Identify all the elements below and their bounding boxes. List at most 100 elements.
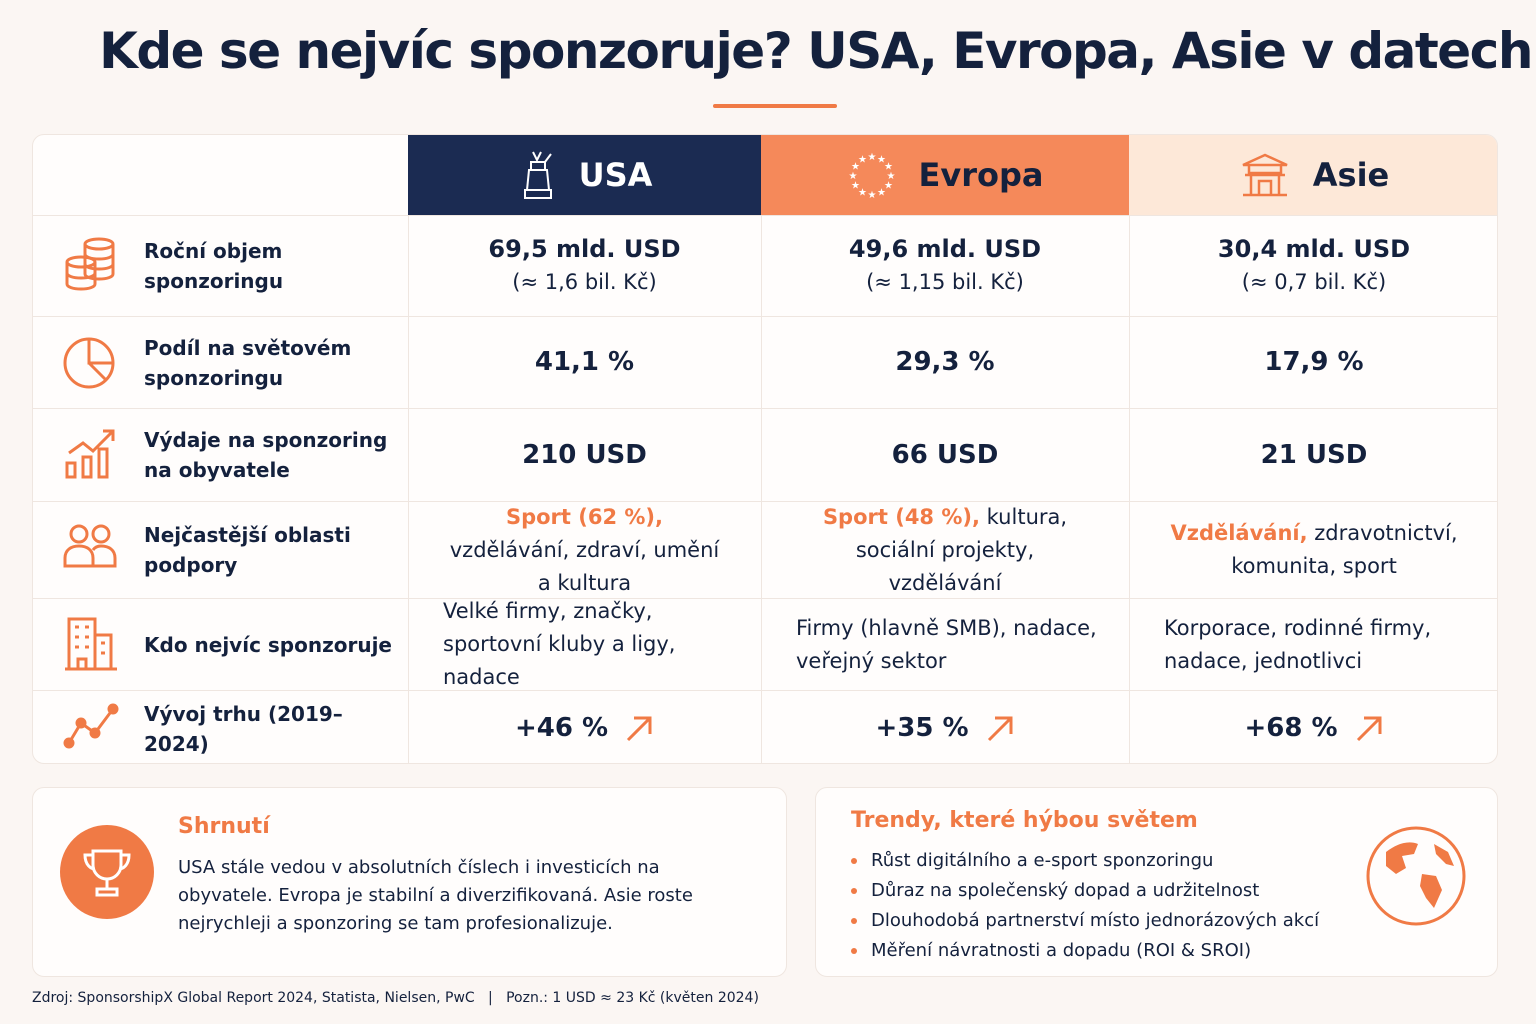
trend: +46 % xyxy=(515,712,654,745)
cell-note: (≈ 1,6 bil. Kč) xyxy=(512,270,657,294)
row-icon xyxy=(61,331,121,395)
trend-arrow xyxy=(1354,714,1384,744)
cell-note: (≈ 1,15 bil. Kč) xyxy=(866,270,1024,294)
table-cell: 210 USD xyxy=(408,409,761,501)
table-cell: Vzdělávání, zdravotnictví, komunita, spo… xyxy=(1129,502,1497,598)
cell-value: 66 USD xyxy=(891,439,999,470)
column-header: USA xyxy=(408,135,761,215)
divider xyxy=(761,502,762,598)
table-row: Roční objem sponzoringu 69,5 mld. USD (≈ 1… xyxy=(33,215,1497,316)
cell-rest: zdravotnictví, komunita, sport xyxy=(1231,521,1458,578)
svg-text:★: ★ xyxy=(886,171,895,182)
region-icon xyxy=(517,148,557,202)
page-title: Kde se nejvíc sponzoruje? USA, Evropa, A… xyxy=(99,22,1533,80)
row-label: Výdaje na sponzoring na obyvatele xyxy=(144,428,388,482)
divider xyxy=(761,599,762,690)
cell-text: Sport (62 %), vzdělávání, zdraví, umění … xyxy=(448,501,721,600)
divider xyxy=(408,502,409,598)
trends-card: Trendy, které hýbou světem Růst digitáln… xyxy=(815,787,1498,977)
divider xyxy=(1129,317,1130,408)
summary-card: Shrnutí USA stále vedou v absolutních čí… xyxy=(32,787,787,977)
table-cell: Sport (62 %), vzdělávání, zdraví, umění … xyxy=(408,502,761,598)
trend-value: +68 % xyxy=(1244,713,1338,743)
comparison-table: USA ★ ★ ★ ★ ★ ★ ★ ★ ★ ★ ★ ★ Evropa Asie Roční objem spo… xyxy=(32,134,1498,764)
row-icon xyxy=(61,518,121,582)
divider xyxy=(408,691,409,763)
svg-text:★: ★ xyxy=(851,162,860,173)
bullet xyxy=(851,948,857,954)
table-cell: 17,9 % xyxy=(1129,317,1497,408)
table-cell: 21 USD xyxy=(1129,409,1497,501)
table-cell: Firmy (hlavně SMB), nadace, veřejný sekt… xyxy=(761,599,1129,690)
cell-value: 17,9 % xyxy=(1264,347,1364,377)
table-cell: +68 % xyxy=(1129,691,1497,763)
table-cell: +46 % xyxy=(408,691,761,763)
row-label: Roční objem sponzoringu xyxy=(144,239,284,293)
divider xyxy=(761,409,762,501)
svg-text:★: ★ xyxy=(883,162,892,173)
divider xyxy=(1129,502,1130,598)
table-cell: Korporace, rodinné firmy, nadace, jednot… xyxy=(1129,599,1497,690)
svg-text:★: ★ xyxy=(877,187,886,198)
highlight: Vzdělávání, xyxy=(1170,521,1308,545)
table-row: Podíl na světovém sponzoringu 41,1 % 29,3 … xyxy=(33,316,1497,408)
row-icon xyxy=(61,234,121,298)
svg-text:★: ★ xyxy=(877,155,886,166)
cell-text: Sport (48 %), kultura, sociální projekty… xyxy=(801,501,1089,600)
table-cell: 66 USD xyxy=(761,409,1129,501)
divider xyxy=(408,216,409,316)
trend-text: Dlouhodobá partnerství místo jednorázový… xyxy=(871,910,1320,931)
row-label: Nejčastější oblasti podpory xyxy=(144,523,351,577)
cell-value: 210 USD xyxy=(522,439,647,470)
title-underline xyxy=(713,104,837,108)
row-icon xyxy=(61,613,121,677)
trend-item: Růst digitálního a e-sport sponzoringu xyxy=(851,846,1319,876)
cell-value: 30,4 mld. USD xyxy=(1217,235,1411,263)
cell-text: Korporace, rodinné firmy, nadace, jednot… xyxy=(1164,615,1432,673)
row-icon xyxy=(61,697,121,761)
trend-arrow xyxy=(624,714,654,744)
table-cell: +35 % xyxy=(761,691,1129,763)
summary-text: USA stále vedou v absolutních číslech i … xyxy=(178,857,693,934)
divider xyxy=(408,599,409,690)
cell-text: Velké firmy, značky, sportovní kluby a l… xyxy=(443,599,676,689)
cell-value: 69,5 mld. USD xyxy=(488,235,681,263)
divider xyxy=(408,317,409,408)
highlight: Sport (48 %), xyxy=(822,504,980,529)
cell-value: 21 USD xyxy=(1260,439,1368,470)
trend: +68 % xyxy=(1244,712,1383,745)
region-icon: ★ ★ ★ ★ ★ ★ ★ ★ ★ ★ ★ ★ xyxy=(847,150,897,200)
trend-text: Měření návratnosti a dopadu (ROI & SROI) xyxy=(871,940,1252,961)
table-cell: 29,3 % xyxy=(761,317,1129,408)
region-icon xyxy=(1239,151,1291,199)
svg-text:★: ★ xyxy=(858,187,867,198)
highlight: Sport (62 %), xyxy=(505,504,664,529)
globe-icon xyxy=(1366,826,1466,926)
table-row: Vývoj trhu (2019–2024) +46 % +35 % +68 % xyxy=(33,690,1497,763)
trend-item: Důraz na společenský dopad a udržitelnos… xyxy=(851,876,1319,906)
cell-value: 41,1 % xyxy=(534,347,635,377)
trophy-icon xyxy=(60,825,154,919)
divider xyxy=(761,691,762,763)
divider xyxy=(1129,691,1130,763)
row-label: Podíl na světovém sponzoringu xyxy=(144,335,352,390)
trends-title: Trendy, které hýbou světem xyxy=(851,808,1198,833)
cell-text: Vzdělávání, zdravotnictví, komunita, spo… xyxy=(1169,517,1459,583)
trends-list: Růst digitálního a e-sport sponzoringu Dů… xyxy=(851,846,1319,966)
divider xyxy=(761,317,762,408)
divider xyxy=(761,216,762,316)
cell-value: 29,3 % xyxy=(895,347,995,377)
svg-text:★: ★ xyxy=(848,171,857,182)
bullet xyxy=(851,858,857,864)
cell-note: (≈ 0,7 bil. Kč) xyxy=(1241,270,1387,294)
cell-text: Firmy (hlavně SMB), nadace, veřejný sekt… xyxy=(796,615,1097,673)
table-cell: 69,5 mld. USD (≈ 1,6 bil. Kč) xyxy=(408,216,761,316)
table-row: Kdo nejvíc sponzoruje Velké firmy, značky… xyxy=(33,598,1497,690)
column-header: Asie xyxy=(1129,135,1497,215)
table-cell: 41,1 % xyxy=(408,317,761,408)
trend-value: +35 % xyxy=(875,713,969,743)
cell-rest: kultura, sociální projekty, vzdělávání xyxy=(855,504,1068,595)
table-cell: Sport (48 %), kultura, sociální projekty… xyxy=(761,502,1129,598)
summary-title: Shrnutí xyxy=(178,814,270,839)
column-header: ★ ★ ★ ★ ★ ★ ★ ★ ★ ★ ★ ★ Evropa xyxy=(761,135,1129,215)
